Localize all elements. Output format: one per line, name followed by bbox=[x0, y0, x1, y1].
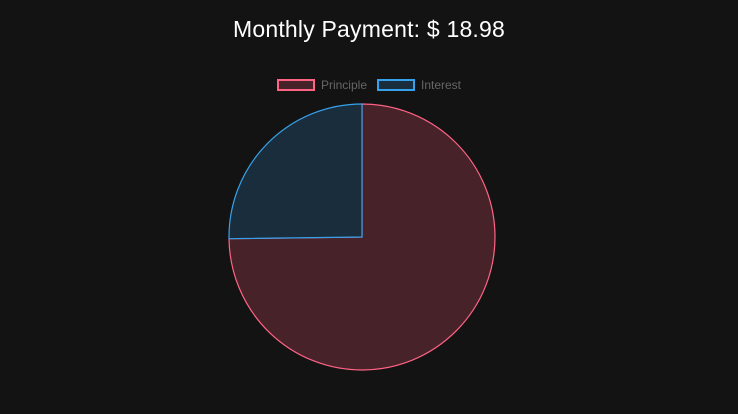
chart-title-amount: 18.98 bbox=[446, 16, 506, 42]
pie-slice-interest[interactable] bbox=[228, 103, 363, 240]
legend-label-interest: Interest bbox=[421, 78, 462, 92]
chart-title: Monthly Payment: $ 18.98 bbox=[0, 16, 738, 43]
legend-swatch-principle bbox=[276, 79, 315, 91]
legend-item-principle[interactable]: Principle bbox=[276, 78, 367, 92]
chart-title-currency: $ bbox=[426, 16, 440, 42]
chart-title-prefix: Monthly Payment: bbox=[232, 16, 421, 42]
legend-swatch-interest bbox=[377, 79, 415, 91]
chart-legend: Principle Interest bbox=[0, 78, 738, 92]
pie-slices bbox=[228, 103, 496, 371]
legend-item-interest[interactable]: Interest bbox=[377, 78, 461, 92]
legend-label-principle: Principle bbox=[320, 78, 367, 92]
